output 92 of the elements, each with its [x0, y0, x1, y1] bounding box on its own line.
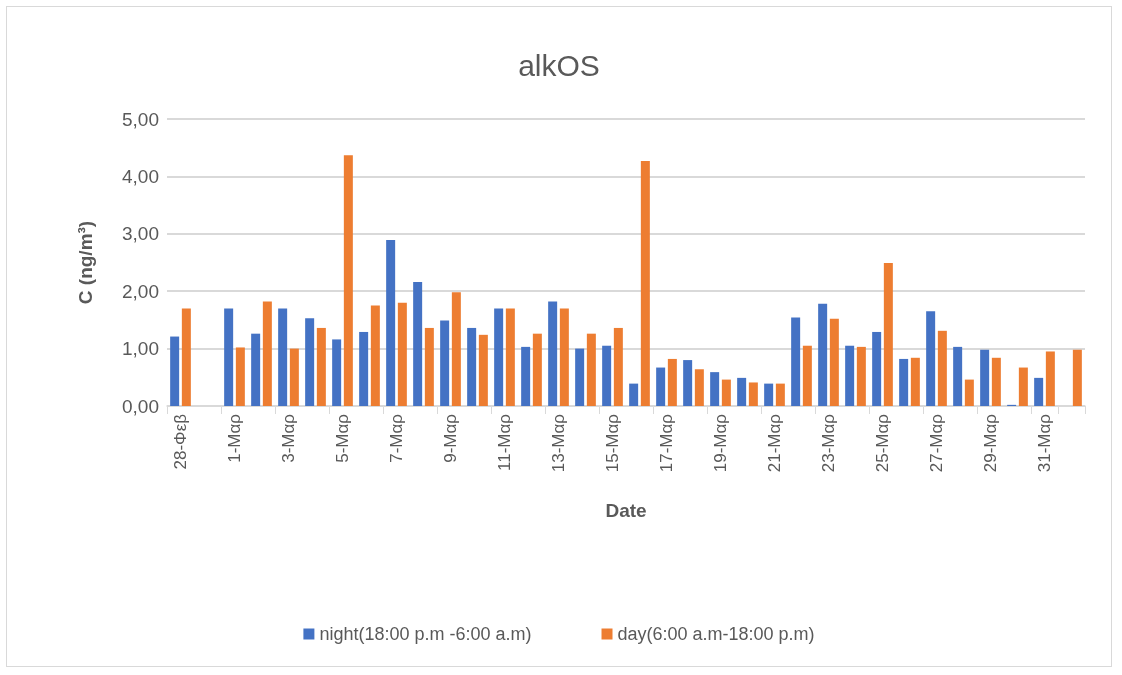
bar: [1072, 349, 1082, 406]
y-tick-label: 2,00: [122, 280, 159, 302]
bar: [694, 369, 704, 406]
x-tick-label: 17-Μαρ: [657, 414, 676, 473]
bar: [494, 308, 504, 406]
bar: [1045, 351, 1055, 406]
bar: [602, 345, 612, 406]
x-tick-label: 19-Μαρ: [711, 414, 730, 473]
y-tick-label: 1,00: [122, 338, 159, 360]
legend-label: day(6:00 a.m-18:00 p.m): [617, 624, 815, 644]
bar: [262, 301, 272, 406]
bar: [548, 301, 558, 406]
bar: [629, 383, 639, 406]
x-tick-label: 13-Μαρ: [549, 414, 568, 473]
x-tick-label: 9-Μαρ: [441, 414, 460, 463]
bar: [683, 360, 693, 406]
bar: [829, 318, 839, 406]
bar: [802, 345, 812, 406]
y-tick-label: 3,00: [122, 223, 159, 245]
x-tick-label: 21-Μαρ: [765, 414, 784, 473]
bar: [289, 348, 299, 406]
bar: [926, 311, 936, 406]
bar: [386, 240, 396, 406]
bar: [791, 317, 801, 406]
bar: [532, 333, 542, 406]
bar: [440, 320, 450, 406]
y-tick-label: 0,00: [122, 395, 159, 417]
bar: [737, 377, 747, 406]
bar: [575, 348, 585, 406]
x-tick-label: 31-Μαρ: [1035, 414, 1054, 473]
x-tick-label: 5-Μαρ: [333, 414, 352, 463]
bar: [181, 308, 191, 406]
x-tick-label: 23-Μαρ: [819, 414, 838, 473]
chart-title: alkOS: [518, 48, 600, 82]
bar: [251, 333, 261, 406]
bar: [856, 346, 866, 406]
x-tick-label: 3-Μαρ: [279, 414, 298, 463]
y-axis-title: C (ng/m³): [75, 220, 96, 305]
bar: [278, 308, 288, 406]
x-tick-label: 29-Μαρ: [981, 414, 1000, 473]
x-tick-label: 25-Μαρ: [873, 414, 892, 473]
bar: [748, 382, 758, 406]
bar: [937, 330, 947, 406]
bar: [224, 308, 234, 406]
bar: [640, 160, 650, 406]
bar: [775, 383, 785, 406]
bar: [980, 349, 990, 406]
bar: [359, 331, 369, 406]
bar: [953, 346, 963, 406]
bar: [478, 334, 488, 406]
bar: [964, 379, 974, 406]
bar: [613, 327, 623, 406]
x-tick-label: 15-Μαρ: [603, 414, 622, 473]
y-tick-label: 5,00: [122, 108, 159, 130]
bar: [1034, 377, 1044, 406]
legend-label: night(18:00 p.m -6:00 a.m): [319, 624, 532, 644]
bar: [343, 155, 353, 406]
bar: [305, 318, 315, 406]
bar: [235, 347, 245, 406]
bar: [667, 358, 677, 406]
bar: [656, 367, 666, 406]
bar: [370, 305, 380, 406]
bar: [505, 308, 515, 406]
bar: [559, 308, 569, 406]
bar: [899, 358, 909, 406]
bar: [910, 357, 920, 406]
x-tick-label: 1-Μαρ: [225, 414, 244, 463]
bar: [991, 357, 1001, 406]
bar: [883, 263, 893, 406]
bar: [413, 282, 423, 406]
bar: [170, 336, 180, 406]
bar: [872, 331, 882, 406]
x-tick-label: 11-Μαρ: [495, 414, 514, 471]
x-axis-title: Date: [605, 500, 647, 521]
bar: [721, 379, 731, 406]
bar: [467, 327, 477, 406]
bar: [710, 372, 720, 406]
bar: [451, 292, 461, 406]
bar: [764, 383, 774, 406]
x-tick-label: 7-Μαρ: [387, 414, 406, 463]
bar: [424, 327, 434, 406]
bar: [397, 302, 407, 406]
bar: [521, 346, 531, 406]
bar: [845, 345, 855, 406]
y-tick-label: 4,00: [122, 165, 159, 187]
x-tick-label: 28-Φεβ: [171, 413, 190, 470]
x-tick-label: 27-Μαρ: [927, 414, 946, 473]
bar: [316, 327, 326, 406]
bar: [586, 333, 596, 406]
bar: [332, 339, 342, 406]
bar: [818, 303, 828, 406]
bar: [1018, 367, 1028, 406]
